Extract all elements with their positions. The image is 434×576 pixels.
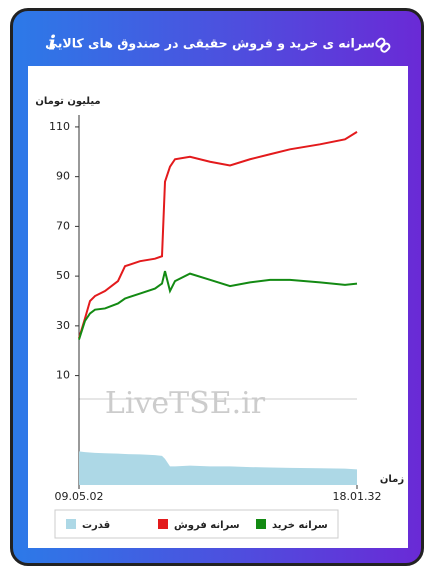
area — [79, 451, 357, 485]
link-icon[interactable] — [375, 37, 391, 53]
y-tick-label: 90 — [56, 170, 70, 183]
legend-label: سرانه خرید — [272, 520, 328, 531]
y-tick-label: 10 — [56, 369, 70, 382]
line — [78, 131, 358, 339]
header-title: سرانه ی خرید و فروش حقیقی در صندوق های ک… — [45, 36, 375, 51]
legend — [54, 509, 339, 539]
legend-label: سرانه فروش — [174, 520, 240, 531]
legend-label: قدرت — [82, 520, 110, 531]
x-axis-label: زمان — [380, 474, 404, 485]
line — [78, 270, 358, 340]
info-icon[interactable]: i — [48, 31, 56, 55]
watermark: LiveTSE.ir — [105, 386, 266, 421]
x-tick-label: 18.01.32 — [333, 490, 382, 503]
y-tick-label: 50 — [56, 269, 70, 282]
legend-swatch — [256, 519, 266, 529]
x-tick-label: 09.05.02 — [55, 490, 104, 503]
y-tick-label: 70 — [56, 219, 70, 232]
legend-swatch — [66, 519, 76, 529]
y-tick-label: 110 — [49, 120, 70, 133]
y-axis-label: میلیون تومان — [35, 96, 100, 107]
legend-swatch — [158, 519, 168, 529]
y-tick-label: 30 — [56, 319, 70, 332]
